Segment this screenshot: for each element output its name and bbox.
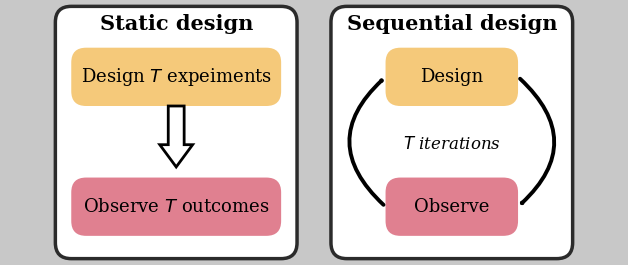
Text: Design $T$ expeiments: Design $T$ expeiments [80,66,272,88]
FancyBboxPatch shape [71,48,281,106]
Text: Sequential design: Sequential design [347,14,557,34]
Polygon shape [160,106,193,167]
FancyBboxPatch shape [55,6,297,259]
Text: Observe $T$ outcomes: Observe $T$ outcomes [83,198,269,216]
FancyBboxPatch shape [71,178,281,236]
FancyArrowPatch shape [349,80,384,205]
FancyBboxPatch shape [331,6,573,259]
Text: Design: Design [420,68,484,86]
FancyBboxPatch shape [386,178,518,236]
Text: $T$ iterations: $T$ iterations [403,136,501,153]
FancyBboxPatch shape [386,48,518,106]
Text: Static design: Static design [99,14,253,34]
Text: Observe: Observe [414,198,489,216]
FancyArrowPatch shape [520,79,555,203]
